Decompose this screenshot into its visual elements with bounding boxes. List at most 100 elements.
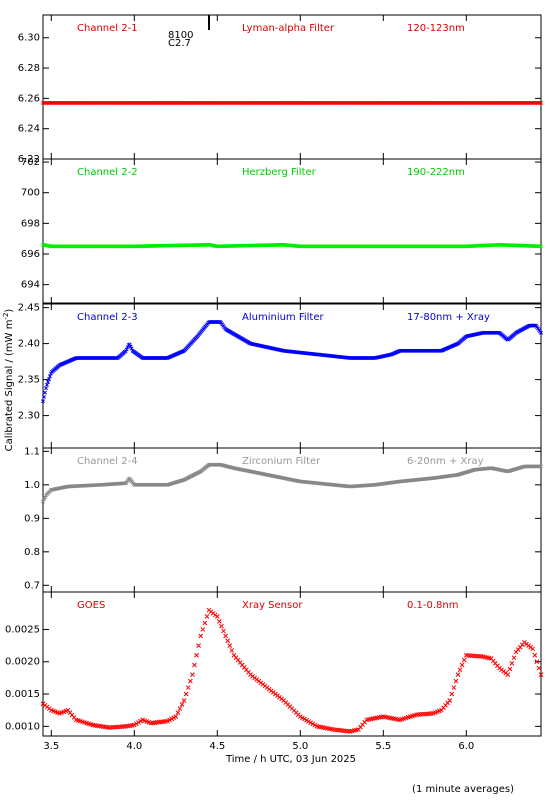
panel-3-y-tick-label: 2.30 (18, 411, 40, 422)
panel-4-y-tick-label: 1.1 (24, 446, 40, 457)
y-axis-title: Calibrated Signal / (mW m-2) (2, 309, 15, 452)
panel-4-y-tick-label: 0.7 (24, 580, 40, 591)
panel-5-data-point (447, 698, 453, 703)
panel-2-filter-label: Herzberg Filter (242, 167, 317, 178)
panel-1-y-tick-label: 6.24 (18, 124, 40, 135)
panel-3-data-point (539, 330, 543, 335)
panel-5-y-tick-label: 0.0025 (5, 624, 40, 635)
panel-2-range-label: 190-222nm (407, 167, 465, 178)
y-axis-title-main: Calibrated Signal / (mW m (4, 320, 15, 452)
panel-5-range-label: 0.1-0.8nm (407, 600, 459, 611)
chart-panels: 6.22 6.24 6.26 6.28 6.30 Channel 2-1 Lyman-alp… (5, 14, 544, 752)
panel-5-data-point (229, 648, 235, 653)
panel-4-data-point (43, 495, 47, 500)
y-axis-title-sup: -2 (2, 313, 10, 320)
panel-3-data-point (47, 377, 51, 382)
panel-1-range-label: 120-123nm (407, 23, 465, 34)
panel-5-data-point (179, 702, 185, 707)
panel-5-data-point (536, 665, 542, 671)
panel-2-y-tick-label: 694 (21, 280, 40, 291)
flare-marker-id: 8100 (168, 30, 193, 41)
panel-3-data-point (125, 345, 130, 350)
panel-5-data-point (187, 678, 193, 684)
x-tick-label: 6.0 (458, 741, 474, 752)
panel-4-y-tick-label: 0.9 (24, 513, 40, 524)
panel-5-data-point (455, 672, 461, 678)
panel-5-filter-label: Xray Sensor (242, 600, 303, 611)
panel-5-data-point (451, 685, 457, 690)
panel-1-y-tick-label: 6.28 (18, 63, 40, 74)
panel-2-data-point (538, 244, 542, 249)
panel-5-data-point (175, 710, 181, 715)
panel-2-y-tick-label: 698 (21, 218, 40, 229)
panel-1-y-tick-label: 6.30 (18, 33, 40, 44)
panel-5-data-point (221, 628, 226, 634)
panel-5-data-point (202, 620, 208, 626)
panel-4-y-tick-label: 1.0 (24, 480, 40, 491)
panel-5-y-tick-label: 0.0010 (5, 721, 40, 732)
panel-3-data-point (114, 356, 119, 360)
panel-3-data-point (44, 386, 48, 391)
panel-5-data-point (219, 623, 224, 629)
panel-4-data-point (122, 481, 127, 486)
panel-5-data-point (461, 657, 467, 663)
panel-3-frame (42, 303, 542, 449)
panel-3-y-tick-label: 2.35 (18, 375, 40, 386)
panel-3-data-point (127, 342, 132, 347)
panel-4-channel-label: Channel 2-4 (77, 456, 138, 467)
panel-5-data-point (509, 661, 515, 666)
panel-4-data-point (538, 464, 542, 469)
x-axis-title: Time / h UTC, 03 Jun 2025 (225, 754, 356, 765)
panel-5-data-point (530, 646, 536, 652)
x-tick-label: 4.0 (126, 741, 142, 752)
panel-5-data-point (505, 672, 511, 678)
panel-4-frame (42, 447, 542, 593)
x-tick-label: 4.5 (209, 741, 225, 752)
panel-5-data-point (214, 614, 220, 619)
panel-3-y-tick-label: 2.40 (18, 339, 40, 350)
panel-1-channel-label: Channel 2-1 (77, 23, 138, 34)
panel-5-data-point (196, 643, 201, 648)
panel-3-filter-label: Aluminium Filter (242, 312, 325, 323)
panel-2-y-tick-label: 696 (21, 249, 40, 260)
panel-1-data-point (539, 100, 543, 105)
panel-5-data-point (532, 652, 538, 658)
panel-1-y-tick-label: 6.26 (18, 93, 40, 104)
panel-1-filter-label: Lyman-alpha Filter (242, 23, 335, 34)
panel-4-data-point (41, 499, 45, 504)
panel-5-data-point (449, 691, 455, 697)
panel-1-frame (42, 14, 542, 160)
panel-2-frame (42, 158, 542, 304)
panel-2-channel-label: Channel 2-2 (77, 167, 138, 178)
panel-5-data-point (227, 643, 233, 648)
x-tick-label: 5.5 (375, 741, 391, 752)
panel-4-data-point (539, 464, 543, 469)
panel-3-data-point (41, 399, 45, 404)
panel-5-data-point (225, 638, 231, 644)
panel-3-y-tick-label: 2.45 (18, 303, 40, 314)
panel-5-data-point (198, 633, 204, 639)
panel-5-data-point (511, 655, 517, 661)
panel-5-data-point (192, 662, 197, 668)
panel-5-data-point (457, 667, 463, 673)
panel-5-data-point (183, 691, 189, 697)
x-tick-label: 3.5 (43, 741, 59, 752)
panel-4-data-point (42, 497, 46, 502)
panel-5-y-tick-label: 0.0020 (5, 657, 40, 668)
flare-marker-class: C2.7 (168, 38, 191, 49)
panel-5-data-point (185, 685, 191, 690)
panel-2-y-tick-label: 700 (21, 188, 40, 199)
panel-5-data-point (534, 659, 540, 665)
panel-4-filter-label: Zirconium Filter (242, 456, 321, 467)
panel-3-channel-label: Channel 2-3 (77, 312, 138, 323)
panel-5-data-point (217, 619, 222, 624)
panel-5-y-tick-label: 0.0015 (5, 689, 40, 700)
panel-5-data-point (177, 706, 183, 711)
panel-3-data-point (45, 382, 49, 387)
panel-1-data-point (538, 100, 542, 105)
panel-3-data-point (124, 347, 129, 352)
panel-3-data-point (42, 394, 46, 399)
y-axis-title-end: ) (4, 309, 15, 313)
panel-5-data-point (507, 666, 513, 672)
